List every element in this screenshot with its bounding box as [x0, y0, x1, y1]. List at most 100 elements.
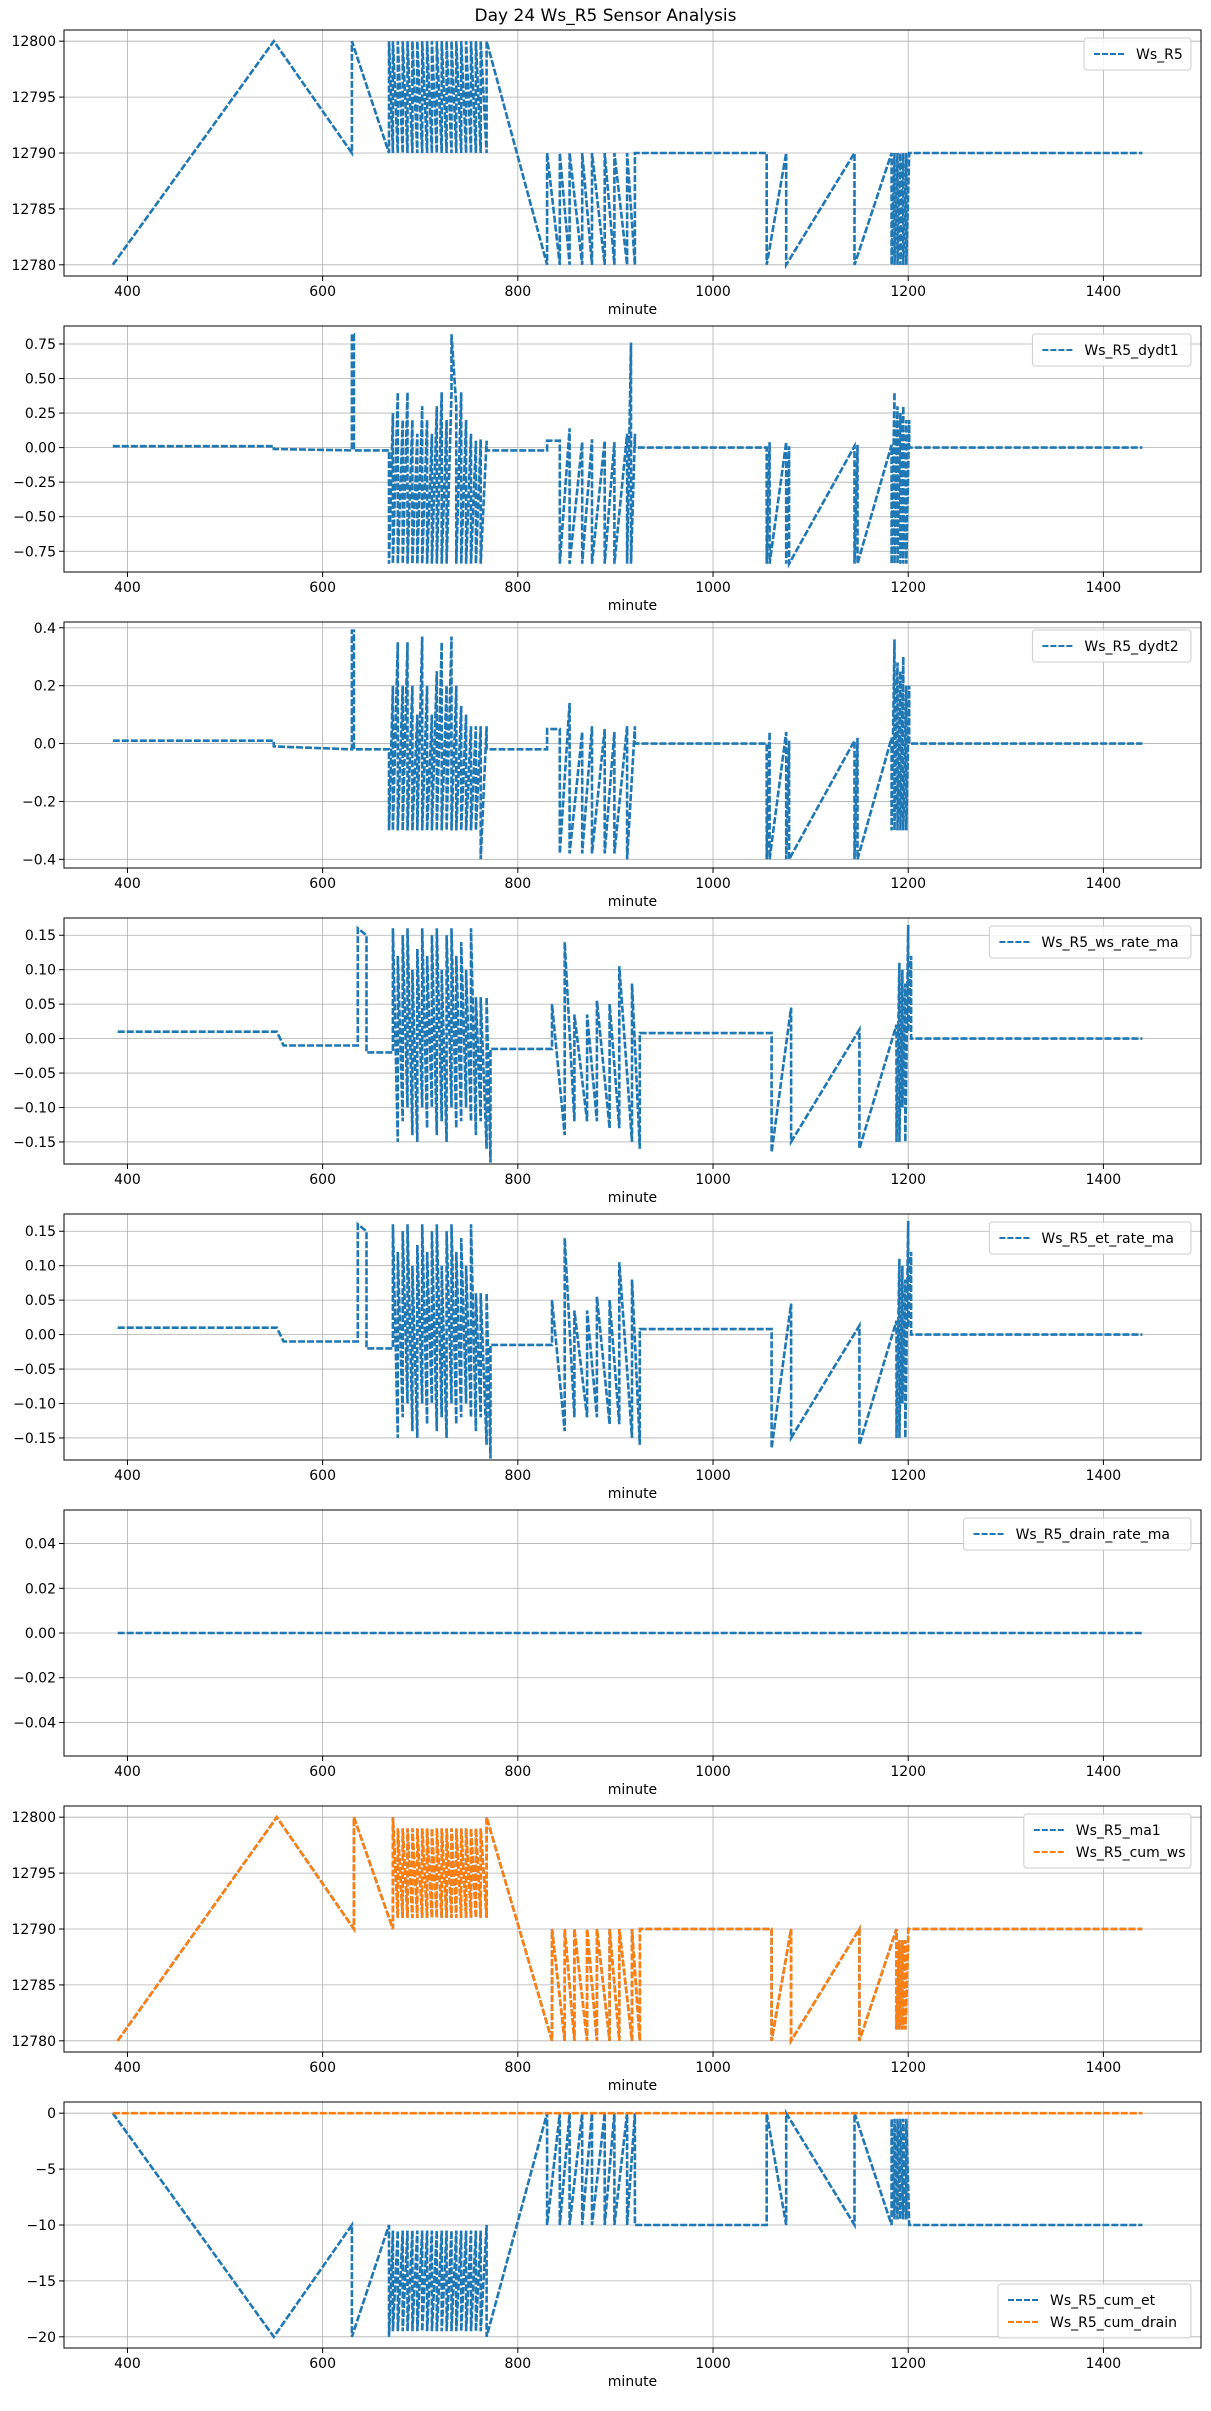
legend-box — [1083, 37, 1192, 71]
y-tick-label: 12785 — [11, 1978, 56, 1994]
series-line-Ws_R5_dydt1 — [112, 332, 1143, 569]
x-tick-label: 1400 — [1086, 1764, 1122, 1780]
y-tick-label: 0.15 — [25, 1224, 56, 1240]
x-tick-label: 1400 — [1086, 284, 1122, 300]
x-tick-label: 1000 — [695, 580, 731, 596]
figure-title: Day 24 Ws_R5 Sensor Analysis — [474, 6, 737, 26]
x-tick-label: 600 — [309, 1468, 336, 1484]
x-tick-label: 1400 — [1086, 1172, 1122, 1188]
y-tick-label: 0.15 — [25, 928, 56, 944]
subplot-4: 400 600 800 1000 1200 1400 −0.15 −0.10 −0.05 0.00… — [13, 917, 1202, 1206]
y-tick-label: −0.15 — [13, 1431, 56, 1447]
x-tick-label: 400 — [114, 284, 141, 300]
series-line-Ws_R5_cum_et — [111, 2108, 1143, 2340]
x-tick-label: 400 — [114, 1172, 141, 1188]
legend: Ws_R5 — [1083, 37, 1192, 71]
subplot-8: 400 600 800 1000 1200 1400 −20 −15 −10 −5 0 minute W… — [26, 2101, 1202, 2390]
x-tick-label: 1400 — [1086, 2356, 1122, 2372]
axes-frame — [63, 29, 1202, 277]
x-tick-label: 600 — [309, 2060, 336, 2076]
x-tick-label: 400 — [114, 2060, 141, 2076]
y-tick-label: 12780 — [11, 2034, 56, 2050]
x-tick-label: 1200 — [890, 2060, 926, 2076]
y-tick-label: −20 — [26, 2330, 56, 2346]
y-tick-label: 0.0 — [34, 737, 56, 753]
x-tick-label: 800 — [504, 876, 531, 892]
y-tick-label: −0.10 — [13, 1396, 56, 1412]
y-tick-label: −0.50 — [13, 510, 56, 526]
x-tick-label: 1400 — [1086, 2060, 1122, 2076]
x-tick-label: 1000 — [695, 1468, 731, 1484]
y-tick-label: −15 — [26, 2274, 56, 2290]
x-tick-label: 1400 — [1086, 1468, 1122, 1484]
legend-label: Ws_R5_cum_drain — [1050, 2315, 1177, 2331]
legend-label: Ws_R5_cum_et — [1050, 2293, 1156, 2309]
x-tick-label: 800 — [504, 1764, 531, 1780]
y-tick-label: 12795 — [11, 90, 56, 106]
y-tick-label: 0.02 — [25, 1581, 56, 1597]
x-tick-label: 600 — [309, 2356, 336, 2372]
x-tick-label: 1200 — [890, 284, 926, 300]
legend-label: Ws_R5 — [1136, 47, 1183, 63]
y-tick-label: 0.00 — [25, 1328, 56, 1344]
legend-label: Ws_R5_drain_rate_ma — [1016, 1527, 1170, 1543]
x-tick-label: 1000 — [695, 1764, 731, 1780]
y-tick-label: 0.05 — [25, 1293, 56, 1309]
legend: Ws_R5_drain_rate_ma — [963, 1517, 1192, 1551]
axes-frame — [63, 2101, 1202, 2349]
y-tick-label: −0.02 — [13, 1671, 56, 1687]
x-tick-label: 800 — [504, 1468, 531, 1484]
legend: Ws_R5_ma1 Ws_R5_cum_ws — [1023, 1813, 1192, 1869]
subplot-3: 400 600 800 1000 1200 1400 −0.4 −0.2 0.0 0.2 0.4 mi… — [22, 621, 1202, 910]
x-tick-label: 1000 — [695, 2060, 731, 2076]
x-axis-label: minute — [608, 1486, 657, 1502]
legend: Ws_R5_et_rate_ma — [988, 1221, 1192, 1255]
y-tick-label: 12795 — [11, 1866, 56, 1882]
legend: Ws_R5_dydt2 — [1031, 629, 1192, 663]
x-tick-label: 800 — [504, 580, 531, 596]
y-tick-label: −0.05 — [13, 1066, 56, 1082]
subplot-1: 400 600 800 1000 1200 1400 12780 12785 12790 1279… — [11, 29, 1202, 318]
x-tick-label: 1200 — [890, 1468, 926, 1484]
y-tick-label: −5 — [35, 2162, 56, 2178]
x-tick-label: 1200 — [890, 1764, 926, 1780]
series-line-Ws_R5_ws_rate_ma — [117, 924, 1143, 1163]
x-axis-label: minute — [608, 894, 657, 910]
axes-frame — [63, 325, 1202, 573]
x-tick-label: 1400 — [1086, 876, 1122, 892]
y-tick-label: 12800 — [11, 34, 56, 50]
legend-box — [1031, 333, 1192, 367]
x-axis-label: minute — [608, 2078, 657, 2094]
x-axis-label: minute — [608, 1782, 657, 1798]
legend-box — [963, 1517, 1192, 1551]
series-line-Ws_R5_et_rate_ma — [117, 1220, 1143, 1459]
legend-label: Ws_R5_ma1 — [1076, 1823, 1161, 1839]
y-tick-label: −0.75 — [13, 544, 56, 560]
y-tick-label: 0.25 — [25, 406, 56, 422]
y-tick-label: −0.10 — [13, 1100, 56, 1116]
x-tick-label: 600 — [309, 1764, 336, 1780]
subplot-2: 400 600 800 1000 1200 1400 −0.75 −0.50 −0.25 0.00… — [13, 325, 1202, 614]
y-tick-label: −0.2 — [22, 794, 56, 810]
subplot-7: 400 600 800 1000 1200 1400 12780 12785 12790 1279… — [11, 1805, 1202, 2094]
y-tick-label: −0.04 — [13, 1715, 56, 1731]
x-tick-label: 1200 — [890, 580, 926, 596]
y-tick-label: 0.50 — [25, 372, 56, 388]
x-tick-label: 400 — [114, 1764, 141, 1780]
x-tick-label: 600 — [309, 876, 336, 892]
x-tick-label: 400 — [114, 2356, 141, 2372]
y-tick-label: −0.25 — [13, 475, 56, 491]
axes-frame — [63, 1805, 1202, 2053]
x-tick-label: 1000 — [695, 1172, 731, 1188]
legend-box — [997, 2283, 1192, 2339]
legend-box — [988, 1221, 1192, 1255]
legend-label: Ws_R5_et_rate_ma — [1041, 1231, 1174, 1247]
x-tick-label: 600 — [309, 580, 336, 596]
legend-label: Ws_R5_dydt1 — [1084, 343, 1178, 359]
axes-frame — [63, 621, 1202, 869]
x-tick-label: 1200 — [890, 876, 926, 892]
y-tick-label: 0.4 — [34, 621, 56, 637]
legend-label: Ws_R5_ws_rate_ma — [1041, 935, 1178, 951]
x-tick-label: 1000 — [695, 284, 731, 300]
